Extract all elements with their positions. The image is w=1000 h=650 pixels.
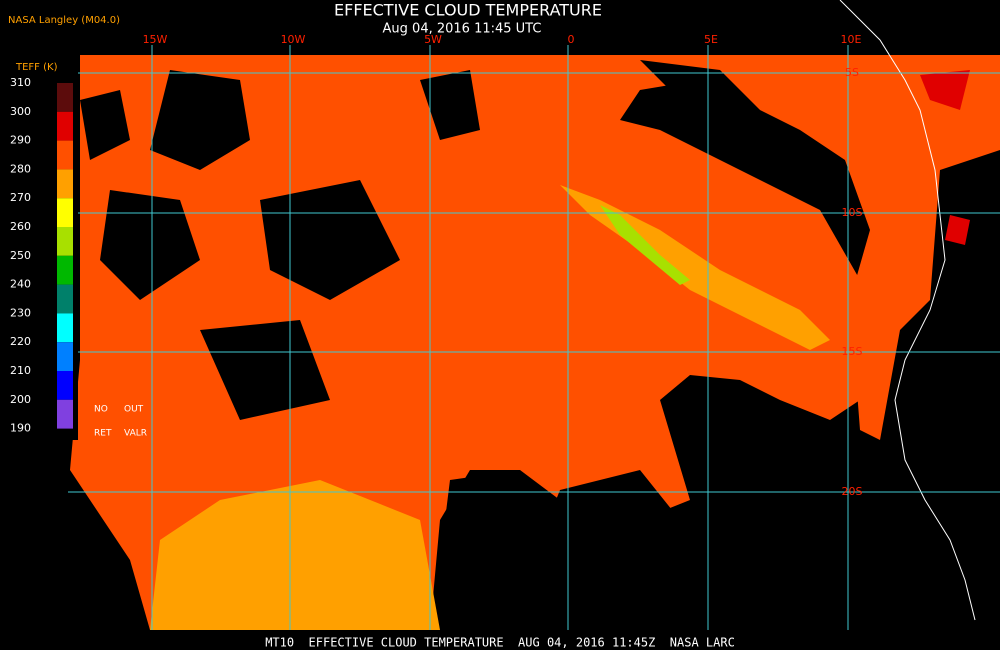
colorbar-label: 280 — [10, 162, 31, 175]
cold-cloud-core — [600, 205, 690, 285]
latitude-label: 15S — [842, 345, 863, 358]
longitude-label: 5W — [424, 33, 442, 46]
color-swatch — [57, 111, 73, 141]
latitude-label: 10S — [842, 206, 863, 219]
latitude-label: 20S — [842, 485, 863, 498]
title: EFFECTIVE CLOUD TEMPERATURE — [334, 1, 602, 20]
subtitle: Aug 04, 2016 11:45 UTC — [383, 22, 542, 37]
longitude-label: 10E — [841, 33, 862, 46]
color-swatch — [57, 284, 73, 314]
colorbar-label: 210 — [10, 364, 31, 377]
color-swatch — [57, 313, 73, 343]
colorbar: TEFF (K) 310 300 290 280 270 260 250 240 230 220 21… — [0, 55, 147, 440]
clear-sky — [80, 60, 760, 600]
colorbar-label: 230 — [10, 306, 31, 319]
grid: 15W 10W 5W 0 5E 10E 5S 10S 15S 20S — [68, 33, 1000, 630]
colorbar-label: 220 — [10, 335, 31, 348]
colorbar-label: 300 — [10, 105, 31, 118]
colorbar-label: 200 — [10, 393, 31, 406]
color-swatch — [57, 169, 73, 199]
color-swatch — [57, 399, 73, 429]
colorbar-title: TEFF (K) — [15, 62, 58, 73]
longitude-label: 10W — [281, 33, 306, 46]
color-swatch — [57, 83, 73, 112]
high-cloud — [920, 70, 970, 245]
warm-cloud-area — [150, 480, 440, 630]
coastline — [839, 0, 976, 621]
colorbar-note: NO — [94, 405, 108, 415]
latitude-label: 5S — [845, 66, 859, 79]
longitude-label: 5E — [704, 33, 718, 46]
color-swatch — [57, 198, 73, 227]
cloud-field — [70, 0, 1000, 630]
source: NASA Langley (M04.0) — [8, 15, 120, 26]
color-swatch — [57, 255, 73, 285]
color-swatch — [57, 371, 73, 400]
colorbar-note: VALR — [124, 429, 147, 439]
colorbar-label: 310 — [10, 76, 31, 89]
longitude-label: 15W — [143, 33, 168, 46]
color-swatch — [57, 342, 73, 371]
colorbar-label: 260 — [10, 220, 31, 233]
color-swatch — [57, 140, 73, 170]
colorbar-note: OUT — [124, 405, 144, 415]
colorbar-label: 190 — [10, 422, 31, 435]
colorbar-label: 290 — [10, 134, 31, 147]
colorbar-label: 240 — [10, 278, 31, 291]
colorbar-label: 270 — [10, 191, 31, 204]
color-swatch — [57, 227, 73, 256]
colorbar-note: RET — [94, 429, 112, 439]
colorbar-label: 250 — [10, 249, 31, 262]
longitude-label: 0 — [568, 33, 575, 46]
footer: MT10 EFFECTIVE CLOUD TEMPERATURE AUG 04,… — [265, 636, 735, 650]
